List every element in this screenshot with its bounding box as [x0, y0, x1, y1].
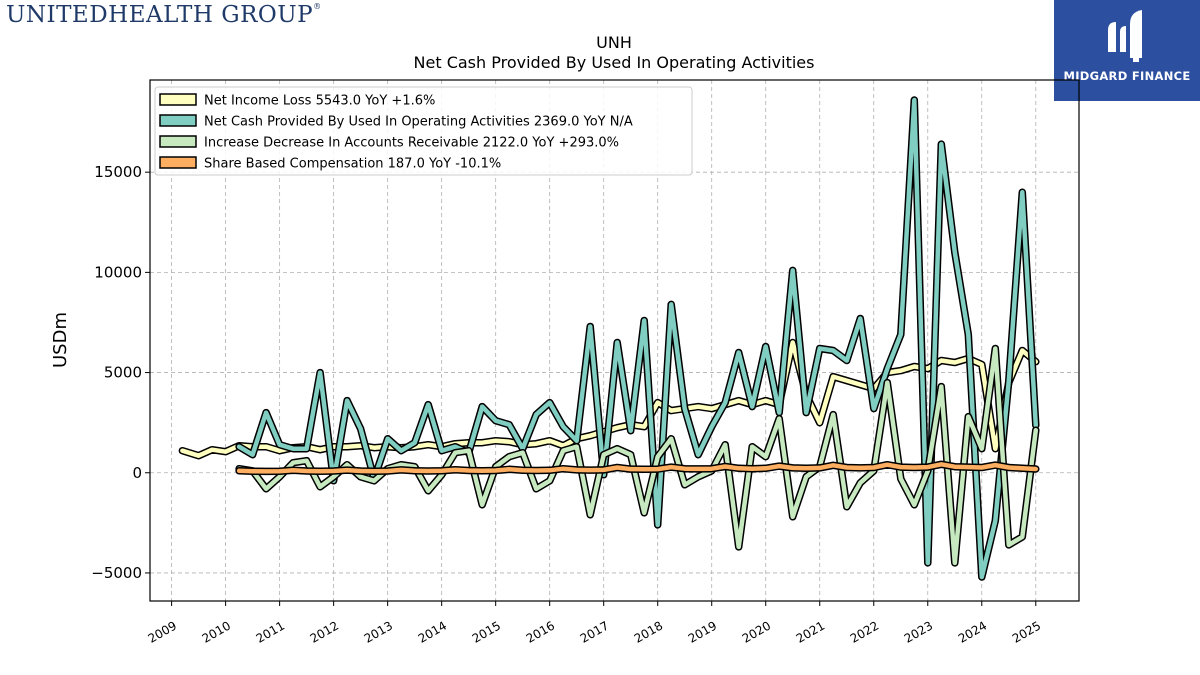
x-tick-label: 2018 [632, 618, 665, 645]
x-tick-label: 2016 [524, 618, 557, 645]
unitedhealth-group-logo: UNITEDHEALTH GROUP® [6, 2, 322, 28]
legend: Net Income Loss 5543.0 YoY +1.6% Net Cash… [154, 86, 693, 176]
x-tick-label: 2022 [848, 618, 881, 645]
series-2 [235, 344, 1040, 567]
midgard-emblem-icon [1108, 10, 1142, 62]
legend-label: Share Based Compensation 187.0 YoY -10.1… [204, 157, 501, 172]
series-line [236, 462, 1039, 474]
legend-swatch [159, 93, 197, 106]
midgard-finance-logo: MIDGARD FINANCE [1054, 0, 1200, 101]
x-tick-label: 2014 [416, 618, 449, 645]
legend-swatch [159, 114, 197, 127]
legend-box [154, 86, 693, 176]
x-tick-label: 2025 [1010, 618, 1043, 645]
x-tick-label: 2021 [794, 618, 827, 645]
y-axis: −5000 0 5000 10000 15000 [91, 163, 150, 582]
chart-title: UNH [596, 33, 632, 52]
x-tick-label: 2011 [254, 618, 287, 645]
legend-swatch [159, 156, 197, 169]
partner-name: MIDGARD FINANCE [1063, 69, 1191, 83]
series-3 [235, 460, 1040, 476]
series-lines [178, 96, 1040, 581]
legend-label: Increase Decrease In Accounts Receivable… [204, 136, 619, 151]
y-axis-label: USDm [50, 312, 71, 368]
y-tick-label: 5000 [104, 364, 142, 382]
x-tick-label: 2009 [146, 618, 179, 645]
x-tick-label: 2013 [362, 618, 395, 645]
plot-frame [149, 79, 1080, 602]
legend-swatch [159, 135, 197, 148]
x-tick-label: 2010 [200, 618, 233, 645]
y-tick-label: −5000 [91, 564, 142, 582]
chart-subtitle: Net Cash Provided By Used In Operating A… [414, 53, 815, 72]
x-tick-label: 2012 [308, 618, 341, 645]
x-tick-label: 2015 [470, 618, 503, 645]
legend-label: Net Cash Provided By Used In Operating A… [204, 115, 633, 130]
series-line [236, 346, 1039, 566]
x-tick-label: 2020 [740, 618, 773, 645]
x-axis: 2009 2010 2011 2012 2013 2014 2015 2016 2017 2018… [146, 601, 1043, 646]
y-tick-label: 10000 [94, 263, 142, 281]
x-tick-label: 2024 [956, 618, 989, 645]
x-tick-label: 2023 [902, 618, 935, 645]
x-tick-label: 2019 [686, 618, 719, 645]
x-tick-label: 2017 [578, 618, 611, 645]
legend-label: Net Income Loss 5543.0 YoY +1.6% [204, 94, 435, 109]
y-tick-label: 0 [132, 464, 142, 482]
y-tick-label: 15000 [94, 163, 142, 181]
